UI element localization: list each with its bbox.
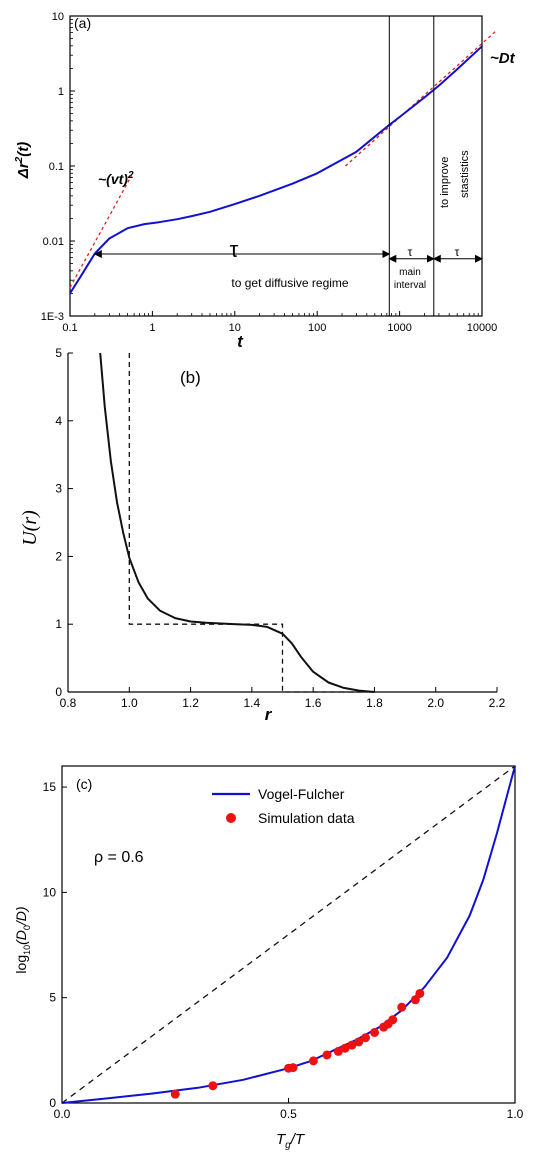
y-tick-label: 0.01	[43, 236, 64, 248]
panel-c-ylabel: log10(D0/D)	[13, 906, 32, 973]
x-tick-label: 1.8	[366, 696, 383, 710]
dt-annotation: ~Dt	[490, 50, 516, 67]
series-line	[99, 352, 375, 693]
panel-c-diffusion-plot: 0.0 0.5 1.0 0 5 10 15 (c) ρ = 0.6 Vogel-Fulche…	[13, 765, 524, 1151]
x-tick-label: 10	[229, 322, 241, 334]
y-tick-label: 0	[55, 685, 62, 699]
x-tick-label: 2.0	[427, 696, 444, 710]
statistics-label: stastistics	[459, 150, 471, 198]
tau-symbol-2: τ	[408, 245, 413, 259]
panel-a-ylabel: Δr2(t)	[14, 142, 32, 179]
data-point	[354, 1037, 364, 1047]
series-line	[69, 45, 483, 294]
data-point	[347, 1040, 357, 1050]
x-tick-label: 1.2	[182, 696, 199, 710]
data-point	[388, 1015, 398, 1025]
legend-marker-simulation	[226, 813, 236, 823]
y-tick-label: 1	[55, 617, 62, 631]
panel-c-label: (c)	[76, 776, 92, 792]
data-point	[340, 1043, 350, 1053]
series-line	[61, 765, 516, 1104]
to-improve-label: to improve	[439, 157, 451, 208]
panel-a-xlabel: t	[237, 332, 244, 351]
y-tick-label: 5	[55, 346, 62, 360]
y-tick-label: 1E-3	[41, 311, 64, 323]
x-tick-label: 1000	[387, 322, 411, 334]
panel-a-msd-plot: 0.1 1 10 100 1000 10000 1E-3 0.01 0.1 1 10 (a) t Δ…	[14, 11, 516, 351]
x-tick-label: 1	[149, 322, 155, 334]
main-interval-label-1: main	[399, 267, 421, 278]
dashed-fit-line	[344, 31, 496, 167]
diffusive-regime-label: to get diffusive regime	[231, 276, 349, 290]
svg-text:Δr2(t): Δr2(t)	[14, 142, 32, 179]
legend-label-vogel-fulcher: Vogel-Fulcher	[258, 786, 345, 802]
rho-annotation: ρ = 0.6	[94, 849, 144, 866]
main-interval-label-2: interval	[394, 280, 426, 291]
panel-b-xlabel: r	[265, 705, 273, 724]
x-tick-label: 0.0	[54, 1107, 71, 1121]
y-tick-label: 5	[49, 991, 56, 1005]
y-tick-label: 10	[43, 885, 57, 899]
data-point	[308, 1056, 318, 1066]
legend: Vogel-Fulcher Simulation data	[212, 786, 355, 826]
panel-c-xlabel: Tg/T	[276, 1131, 306, 1151]
x-tick-label: 1.0	[507, 1107, 524, 1121]
y-tick-label: 0.1	[49, 161, 64, 173]
x-tick-label: 0.8	[60, 696, 77, 710]
x-tick-label: 1.0	[121, 696, 138, 710]
x-tick-label: 0.1	[62, 322, 77, 334]
data-point	[322, 1050, 332, 1060]
panel-c-plot-area: 0.0 0.5 1.0 0 5 10 15	[43, 765, 524, 1121]
svg-text:log10(D0/D): log10(D0/D)	[13, 906, 32, 973]
panel-b-label: (b)	[180, 368, 201, 387]
data-point	[170, 1089, 180, 1099]
panel-a-label: (a)	[74, 15, 91, 31]
panel-b-ylabel: U(r)	[19, 510, 41, 546]
y-tick-label: 4	[55, 414, 62, 428]
data-point	[370, 1027, 380, 1037]
vt-squared-annotation: ~(vt)2	[98, 170, 134, 187]
panel-b-potential-plot: 0.8 1.0 1.2 1.4 1.6 1.8 2.0 2.2 0 1 2 3 4 5 (b) r U(r…	[19, 346, 506, 724]
square-well-line	[128, 353, 375, 693]
x-tick-label: 2.2	[489, 696, 506, 710]
x-tick-label: 100	[308, 322, 326, 334]
panel-a-plot-area: 0.1 1 10 100 1000 10000 1E-3 0.01 0.1 1 10	[41, 11, 498, 334]
x-tick-label: 0.5	[280, 1107, 297, 1121]
data-point	[415, 988, 425, 998]
tau-symbol-1: τ	[230, 237, 239, 262]
data-point	[361, 1033, 371, 1043]
y-tick-label: 3	[55, 482, 62, 496]
data-point	[397, 1002, 407, 1012]
data-point	[410, 995, 420, 1005]
y-tick-label: 2	[55, 549, 62, 563]
data-point	[288, 1063, 298, 1073]
y-tick-label: 0	[49, 1096, 56, 1110]
y-tick-label: 1	[58, 86, 64, 98]
data-point	[333, 1046, 343, 1056]
y-tick-label: 15	[43, 780, 57, 794]
x-tick-label: 1.6	[305, 696, 322, 710]
panel-b-plot-area: 0.8 1.0 1.2 1.4 1.6 1.8 2.0 2.2 0 1 2 3 4 5	[55, 346, 505, 710]
tau-symbol-3: τ	[455, 245, 460, 259]
y-tick-label: 10	[52, 11, 64, 23]
x-tick-label: 10000	[467, 322, 498, 334]
legend-label-simulation: Simulation data	[258, 810, 355, 826]
x-tick-label: 1.4	[244, 696, 261, 710]
data-point	[208, 1081, 218, 1091]
